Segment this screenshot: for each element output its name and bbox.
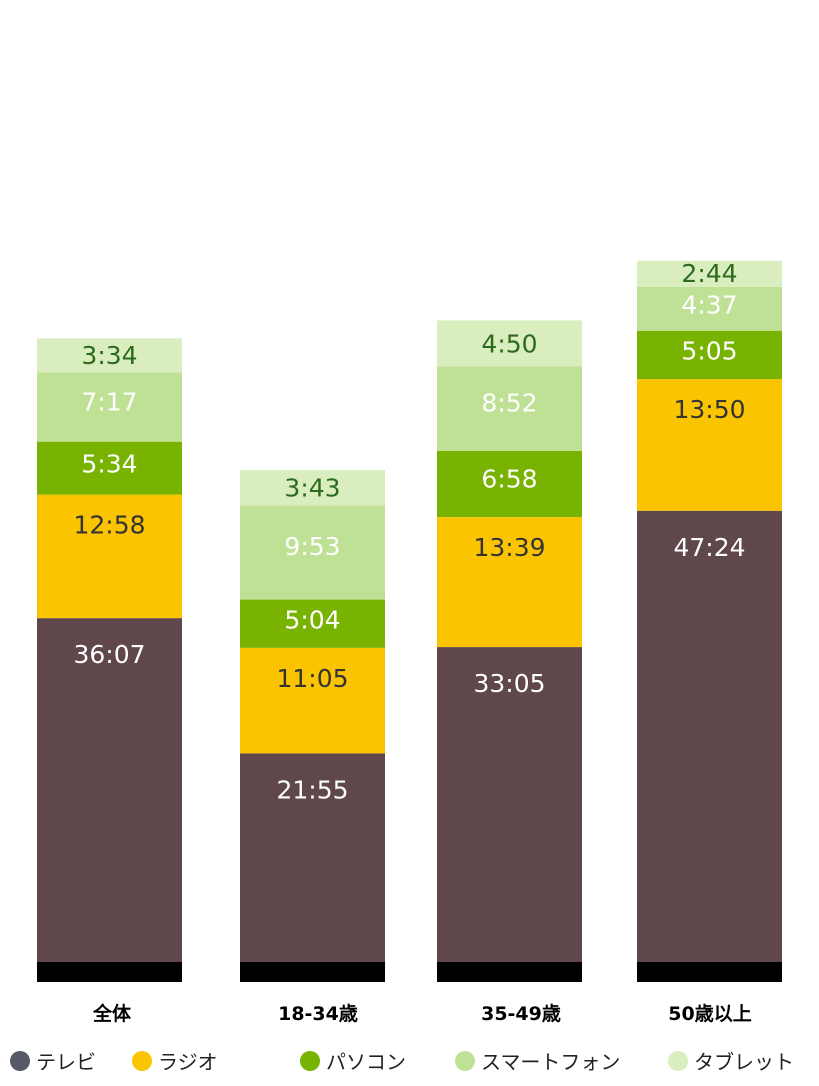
data-label: 4:37 bbox=[681, 291, 737, 320]
legend-dot-icon bbox=[455, 1050, 475, 1071]
legend-dot-icon bbox=[10, 1050, 30, 1071]
bar-segment bbox=[637, 510, 782, 962]
bar-segment bbox=[437, 517, 582, 648]
category-label: 全体 bbox=[92, 1002, 132, 1025]
bar-baseline bbox=[437, 962, 582, 982]
category-label: 50歳以上 bbox=[668, 1003, 751, 1025]
legend-label: テレビ bbox=[36, 1050, 96, 1074]
bar-segment bbox=[240, 753, 385, 962]
bar-segment bbox=[437, 366, 582, 451]
bar-segment bbox=[37, 338, 182, 373]
bar-segment bbox=[37, 494, 182, 619]
category-label: 18-34歳 bbox=[278, 1003, 358, 1025]
legend: テレビ ラジオ パソコン スマートフォン タブレット bbox=[0, 1040, 819, 1080]
legend-dot-icon bbox=[668, 1050, 688, 1071]
data-label: 12:58 bbox=[73, 511, 145, 540]
data-label: 8:52 bbox=[481, 388, 537, 417]
legend-item-radio: ラジオ bbox=[132, 1046, 218, 1075]
bar-stack: 33:05 13:39 6:58 8:52 4:50 bbox=[437, 320, 582, 982]
bar-segment bbox=[37, 441, 182, 495]
data-label: 13:39 bbox=[473, 533, 545, 562]
bar-segment bbox=[637, 286, 782, 331]
data-label: 5:05 bbox=[681, 336, 737, 365]
bar-baseline bbox=[37, 962, 182, 982]
bar-baseline bbox=[637, 962, 782, 982]
bar-segment bbox=[37, 618, 182, 962]
bar-segment bbox=[637, 260, 782, 287]
data-label: 9:53 bbox=[284, 532, 340, 561]
bar-segment bbox=[240, 470, 385, 506]
data-label: 13:50 bbox=[673, 395, 745, 424]
bar-segment bbox=[437, 320, 582, 367]
data-label: 7:17 bbox=[81, 388, 137, 417]
legend-dot-icon bbox=[300, 1050, 320, 1071]
data-label: 11:05 bbox=[276, 664, 348, 693]
data-label: 3:34 bbox=[81, 341, 137, 370]
legend-label: ラジオ bbox=[158, 1050, 218, 1074]
data-label: 2:44 bbox=[681, 259, 737, 288]
bar-segment bbox=[240, 599, 385, 648]
legend-item-pc: パソコン bbox=[300, 1046, 406, 1075]
data-label: 36:07 bbox=[73, 640, 145, 669]
bar-stack: 47:24 13:50 5:05 4:37 2:44 bbox=[637, 259, 782, 982]
category-label: 35-49歳 bbox=[481, 1003, 561, 1025]
data-label: 5:34 bbox=[81, 449, 137, 478]
bar-segment bbox=[437, 450, 582, 518]
bar-baseline bbox=[240, 962, 385, 982]
bar-segment bbox=[637, 379, 782, 511]
bar-segment bbox=[437, 647, 582, 962]
legend-label: パソコン bbox=[326, 1050, 406, 1074]
bar-segment bbox=[37, 372, 182, 442]
legend-dot-icon bbox=[132, 1050, 152, 1071]
bar-segment bbox=[637, 330, 782, 380]
bar-segment bbox=[240, 647, 385, 754]
data-label: 6:58 bbox=[481, 465, 537, 494]
data-label: 47:24 bbox=[673, 533, 745, 562]
legend-label: スマートフォン bbox=[481, 1050, 621, 1074]
data-label: 5:04 bbox=[284, 605, 340, 634]
legend-label: タブレット bbox=[694, 1050, 794, 1074]
data-label: 33:05 bbox=[473, 669, 545, 698]
data-label: 4:50 bbox=[481, 330, 537, 359]
bar-segment bbox=[240, 505, 385, 600]
legend-item-tv: テレビ bbox=[10, 1046, 96, 1075]
stacked-bar-chart: 36:07 12:58 5:34 7:17 3:34 全体 21:55 11:05 5:04 9:… bbox=[37, 259, 782, 1025]
legend-item-tablet: タブレット bbox=[668, 1046, 794, 1075]
bar-stack: 36:07 12:58 5:34 7:17 3:34 bbox=[37, 338, 182, 982]
data-label: 3:43 bbox=[284, 474, 340, 503]
legend-item-smartphone: スマートフォン bbox=[455, 1046, 620, 1075]
data-label: 21:55 bbox=[276, 775, 348, 804]
bar-stack: 21:55 11:05 5:04 9:53 3:43 bbox=[240, 470, 385, 982]
